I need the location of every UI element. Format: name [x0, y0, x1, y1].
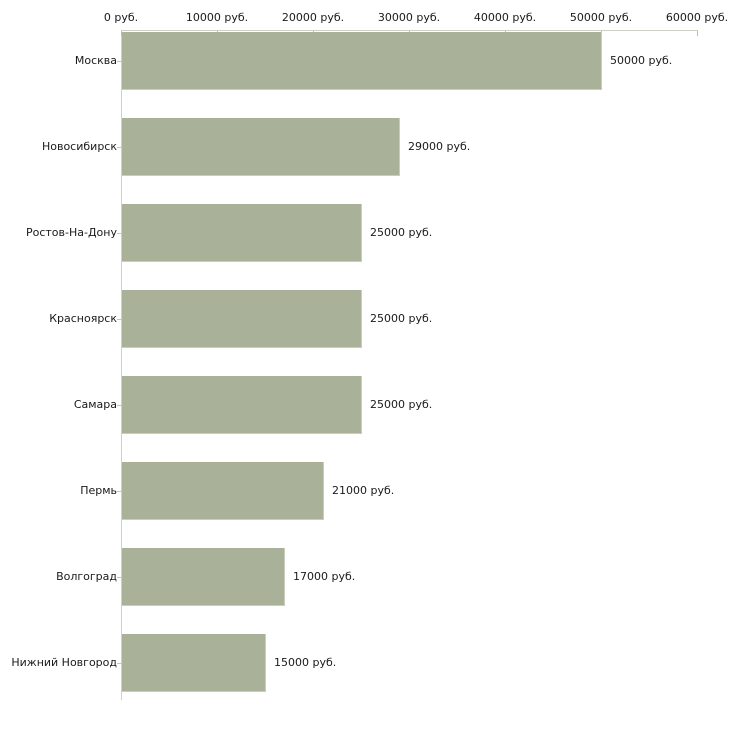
y-axis-line	[121, 30, 122, 700]
y-tick-mark	[117, 405, 122, 406]
value-label: 25000 руб.	[370, 226, 433, 239]
category-label: Москва	[74, 54, 117, 67]
value-label: 21000 руб.	[332, 484, 395, 497]
value-label: 25000 руб.	[370, 398, 433, 411]
x-tick-mark	[121, 31, 122, 36]
x-tick-label: 0 руб.	[103, 11, 139, 24]
y-tick-mark	[117, 147, 122, 148]
category-label: Самара	[73, 398, 117, 411]
x-tick-label: 20000 руб.	[281, 11, 345, 24]
x-tick-mark	[697, 31, 698, 36]
bar-3	[122, 204, 362, 262]
x-axis-line	[121, 30, 698, 31]
category-label: Красноярск	[49, 312, 117, 325]
value-label: 50000 руб.	[610, 54, 673, 67]
x-tick-label: 40000 руб.	[473, 11, 537, 24]
x-tick-label: 30000 руб.	[377, 11, 441, 24]
bar-7	[122, 548, 285, 606]
y-tick-mark	[117, 233, 122, 234]
y-tick-mark	[117, 319, 122, 320]
y-tick-mark	[117, 491, 122, 492]
bar-8	[122, 634, 266, 692]
value-label: 25000 руб.	[370, 312, 433, 325]
bar-6	[122, 462, 324, 520]
y-tick-mark	[117, 61, 122, 62]
category-label: Волгоград	[56, 570, 117, 583]
value-label: 29000 руб.	[408, 140, 471, 153]
y-tick-mark	[117, 663, 122, 664]
bar-2	[122, 118, 400, 176]
bar-4	[122, 290, 362, 348]
category-label: Новосибирск	[41, 140, 117, 153]
bar-1	[122, 32, 602, 90]
value-label: 15000 руб.	[274, 656, 337, 669]
x-tick-label: 50000 руб.	[569, 11, 633, 24]
category-label: Ростов-На-Дону	[25, 226, 117, 239]
x-tick-label: 10000 руб.	[185, 11, 249, 24]
value-label: 17000 руб.	[293, 570, 356, 583]
category-label: Пермь	[80, 484, 117, 497]
bar-5	[122, 376, 362, 434]
y-tick-mark	[117, 577, 122, 578]
category-label: Нижний Новгород	[11, 656, 117, 669]
x-tick-label: 60000 руб.	[665, 11, 729, 24]
